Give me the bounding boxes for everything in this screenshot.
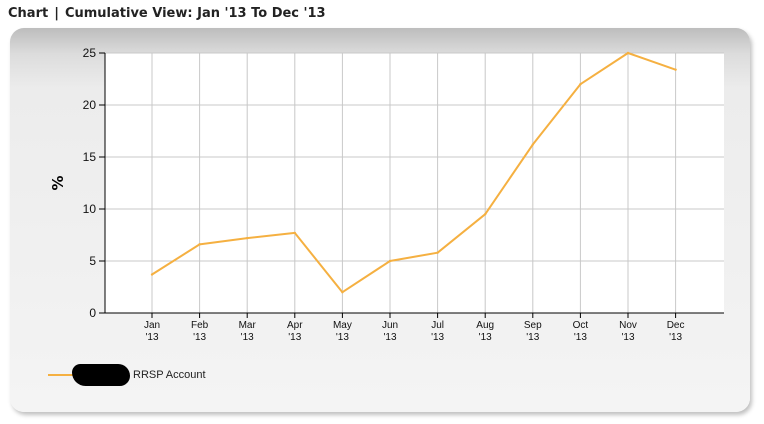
y-tick-label: 20 <box>83 98 97 112</box>
legend-series-label: RRSP Account <box>133 369 206 381</box>
header-section: Chart <box>8 6 49 21</box>
data-point <box>484 213 487 216</box>
x-tick-label-year: '13 <box>621 332 634 343</box>
y-axis-label: % <box>49 175 67 190</box>
x-tick-label-month: Feb <box>191 320 209 331</box>
data-point <box>579 83 582 86</box>
x-tick-label-year: '13 <box>526 332 539 343</box>
chart-header: Chart | Cumulative View: Jan '13 To Dec '1… <box>8 6 326 21</box>
x-tick-label-month: Jan <box>144 320 160 331</box>
x-tick-label-year: '13 <box>431 332 444 343</box>
x-tick-label-year: '13 <box>479 332 492 343</box>
x-tick-label-month: Jun <box>382 320 398 331</box>
data-point <box>246 236 249 240</box>
x-tick-label-month: Apr <box>287 320 303 331</box>
y-tick-label: 25 <box>83 46 97 60</box>
series-line <box>151 52 676 294</box>
x-tick-label-month: Mar <box>239 320 257 331</box>
x-tick-label-month: Jul <box>431 320 444 331</box>
data-point <box>150 273 154 276</box>
data-point <box>626 51 630 55</box>
plot-area <box>105 53 724 313</box>
y-tick-label: 10 <box>83 202 97 216</box>
x-tick-label-year: '13 <box>288 332 301 343</box>
x-tick-label-month: Nov <box>619 320 637 331</box>
x-tick-label-month: May <box>333 320 352 331</box>
data-point <box>436 251 439 254</box>
x-tick-label-year: '13 <box>669 332 682 343</box>
data-point <box>531 143 534 146</box>
data-point <box>388 259 392 263</box>
x-tick-label-month: Oct <box>573 320 589 331</box>
x-tick-label-year: '13 <box>383 332 396 343</box>
redaction-mark <box>72 364 130 386</box>
y-tick-label: 5 <box>89 254 96 268</box>
data-point <box>293 231 296 235</box>
header-view-title: Cumulative View: Jan '13 To Dec '13 <box>64 6 326 21</box>
x-tick-label-year: '13 <box>241 332 254 343</box>
x-tick-label-year: '13 <box>193 332 206 343</box>
data-point <box>198 243 201 246</box>
data-point <box>341 291 344 294</box>
x-tick-label-year: '13 <box>336 332 349 343</box>
x-tick-label-month: Aug <box>476 320 494 331</box>
y-tick-label: 15 <box>83 150 97 164</box>
x-tick-label-year: '13 <box>574 332 587 343</box>
y-tick-label: 0 <box>89 306 96 320</box>
x-tick-label-month: Sep <box>524 320 542 331</box>
x-tick-label-year: '13 <box>145 332 158 343</box>
data-point <box>674 68 677 71</box>
header-separator: | <box>54 6 59 21</box>
x-tick-label-month: Dec <box>667 320 685 331</box>
